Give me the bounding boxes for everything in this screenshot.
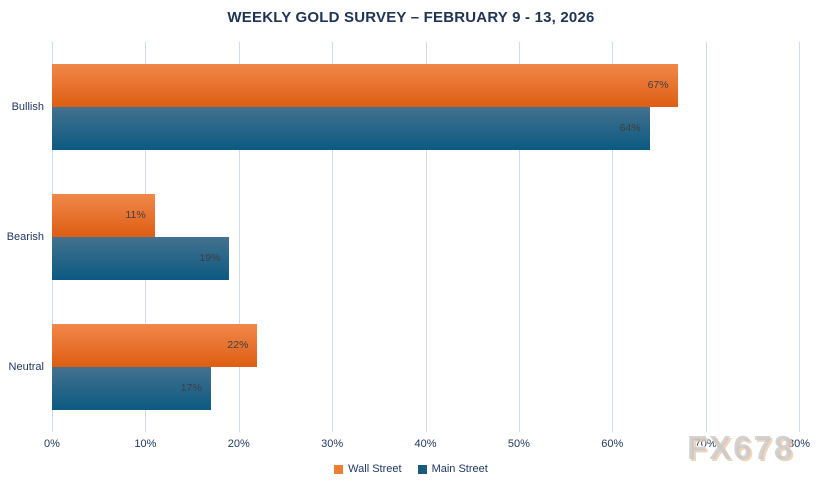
category-label: Neutral	[8, 360, 44, 373]
bar-value-label: 64%	[619, 122, 641, 135]
x-axis-tick-label: 0%	[44, 438, 60, 450]
bar-value-label: 19%	[199, 252, 221, 265]
bar-group-bearish: Bearish 11% 19%	[7, 172, 799, 302]
bar-wall-street: 22%	[52, 323, 258, 367]
bar-main-street: 64%	[52, 106, 650, 150]
x-axis-tick-label: 50%	[507, 438, 530, 450]
bar-main-street: 19%	[52, 236, 230, 280]
x-axis-tick-label: 30%	[321, 438, 344, 450]
x-axis-tick-label: 20%	[227, 438, 250, 450]
x-axis-tick-label: 10%	[134, 438, 157, 450]
legend-swatch-wall-street	[334, 464, 344, 474]
x-axis: 0% 10% 20% 30% 40% 50% 60% 70% 80%	[44, 438, 810, 454]
bar-value-label: 67%	[647, 79, 669, 92]
bar-value-label: 22%	[227, 339, 249, 352]
gridline	[332, 42, 334, 432]
plot-area: Bullish 67% 64% Bearish 11% 19% Neutral 22% 17%	[7, 42, 800, 432]
x-axis-tick-label: 60%	[601, 438, 624, 450]
legend: Wall Street Main Street	[0, 463, 822, 475]
category-label: Bearish	[6, 230, 44, 243]
legend-label-main-street: Main Street	[431, 463, 488, 475]
bar-wall-street: 67%	[52, 63, 678, 107]
x-axis-tick-label: 70%	[694, 438, 717, 450]
legend-item-wall-street: Wall Street	[334, 463, 402, 475]
bar-pair: 11% 19%	[52, 193, 799, 280]
chart-title: WEEKLY GOLD SURVEY – FEBRUARY 9 - 13, 20…	[227, 9, 595, 26]
legend-label-wall-street: Wall Street	[348, 463, 402, 475]
bar-pair: 22% 17%	[52, 323, 799, 410]
bar-value-label: 11%	[125, 209, 146, 222]
gridline	[705, 42, 707, 432]
x-axis-tick-label: 80%	[787, 438, 811, 450]
bar-pair: 67% 64%	[52, 63, 799, 150]
bar-main-street: 17%	[52, 366, 211, 410]
bar-group-neutral: Neutral 22% 17%	[9, 302, 799, 432]
bar-group-bullish: Bullish 67% 64%	[12, 42, 799, 172]
gridline	[425, 42, 427, 432]
gridline	[799, 42, 800, 432]
legend-item-main-street: Main Street	[417, 463, 488, 475]
gridline	[238, 42, 240, 432]
bar-wall-street: 11%	[52, 193, 155, 237]
gridline	[612, 42, 614, 432]
legend-swatch-main-street	[417, 464, 427, 474]
bar-value-label: 17%	[180, 382, 202, 395]
category-label: Bullish	[11, 100, 44, 113]
gridline	[518, 42, 520, 432]
x-axis-tick-label: 40%	[414, 438, 437, 450]
